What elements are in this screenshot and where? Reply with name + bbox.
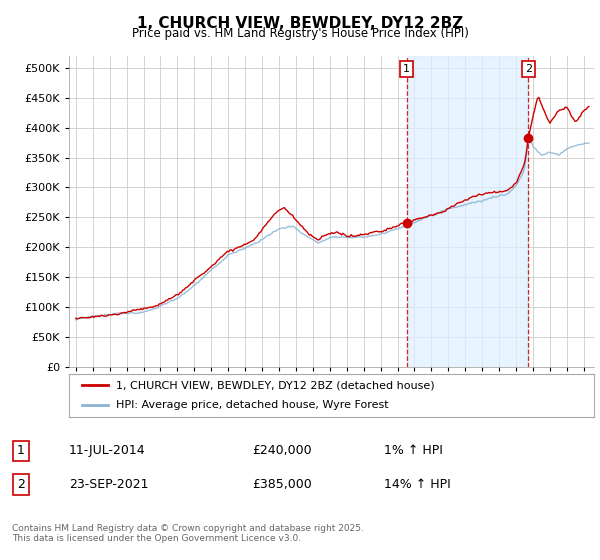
Text: 1: 1 — [403, 64, 410, 74]
Text: 23-SEP-2021: 23-SEP-2021 — [69, 478, 149, 491]
Text: 14% ↑ HPI: 14% ↑ HPI — [384, 478, 451, 491]
Text: 1: 1 — [17, 444, 25, 458]
Text: Price paid vs. HM Land Registry's House Price Index (HPI): Price paid vs. HM Land Registry's House … — [131, 27, 469, 40]
Text: £240,000: £240,000 — [252, 444, 311, 458]
Text: 1, CHURCH VIEW, BEWDLEY, DY12 2BZ (detached house): 1, CHURCH VIEW, BEWDLEY, DY12 2BZ (detac… — [116, 380, 435, 390]
Text: 2: 2 — [17, 478, 25, 491]
Text: HPI: Average price, detached house, Wyre Forest: HPI: Average price, detached house, Wyre… — [116, 400, 389, 410]
Text: 1, CHURCH VIEW, BEWDLEY, DY12 2BZ: 1, CHURCH VIEW, BEWDLEY, DY12 2BZ — [137, 16, 463, 31]
Text: Contains HM Land Registry data © Crown copyright and database right 2025.
This d: Contains HM Land Registry data © Crown c… — [12, 524, 364, 543]
Text: 1% ↑ HPI: 1% ↑ HPI — [384, 444, 443, 458]
Text: £385,000: £385,000 — [252, 478, 312, 491]
Text: 11-JUL-2014: 11-JUL-2014 — [69, 444, 146, 458]
Text: 2: 2 — [525, 64, 532, 74]
Bar — [407, 56, 529, 367]
